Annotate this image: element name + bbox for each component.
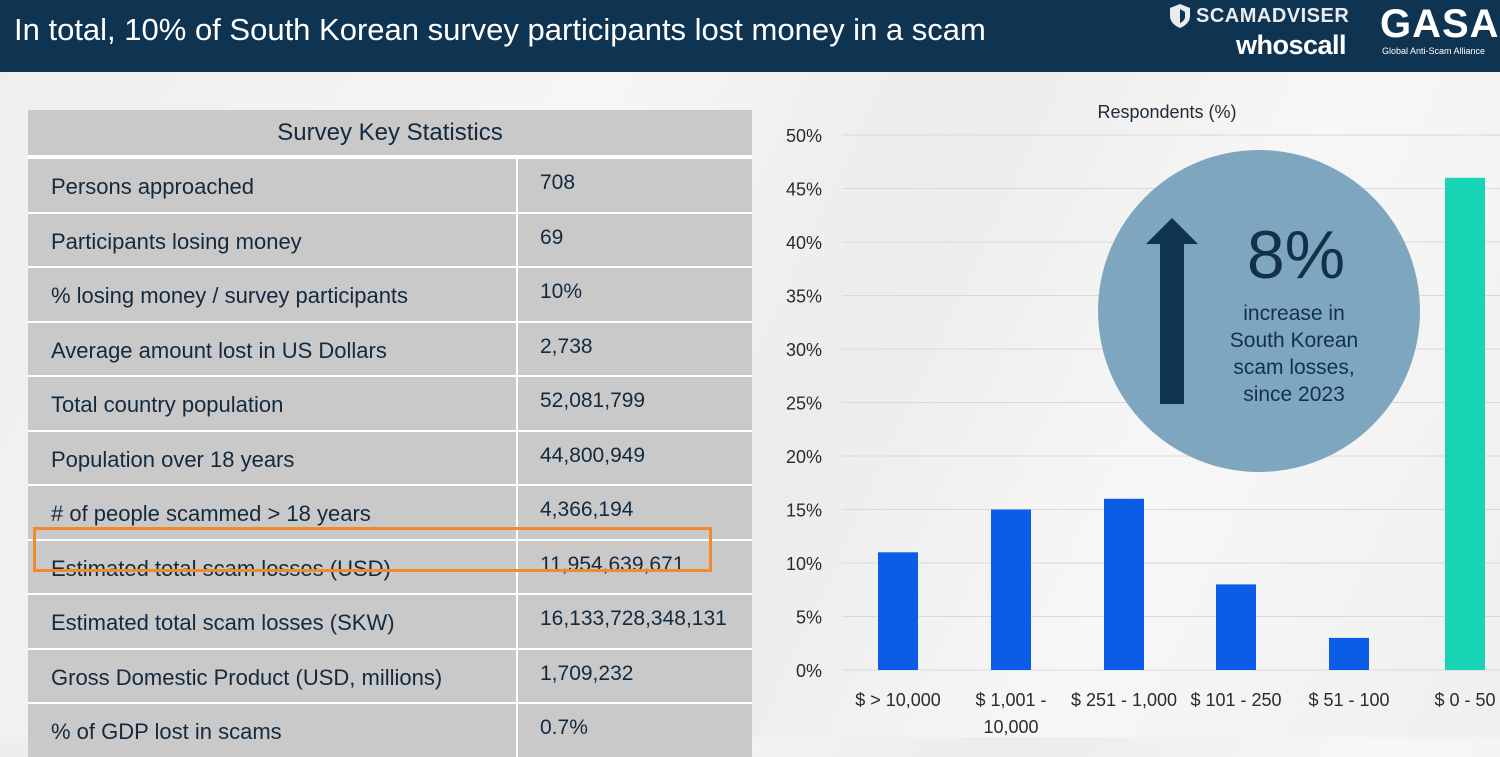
y-tick-label: 10% bbox=[786, 554, 822, 574]
row-value: 11,954,639,671 bbox=[540, 552, 685, 576]
page-title: In total, 10% of South Korean survey par… bbox=[14, 12, 986, 47]
table-row: Participants losing money 69 bbox=[28, 211, 752, 266]
x-tick-label: $ 101 - 250 bbox=[1190, 690, 1281, 710]
up-arrow-icon bbox=[1146, 218, 1198, 404]
x-tick-label: $ 1,001 - bbox=[975, 690, 1046, 710]
row-label: Average amount lost in US Dollars bbox=[28, 322, 518, 375]
row-label: Participants losing money bbox=[28, 213, 518, 266]
scamadviser-whoscall-logo: SCAMADVISER whoscall bbox=[1170, 4, 1350, 66]
row-value: 1,709,232 bbox=[540, 661, 634, 685]
y-tick-label: 35% bbox=[786, 287, 822, 307]
row-value: 0.7% bbox=[540, 716, 588, 740]
bar bbox=[991, 509, 1031, 670]
y-tick-label: 25% bbox=[786, 394, 822, 414]
row-value: 4,366,194 bbox=[540, 498, 634, 522]
respondents-bar-chart: Respondents (%) 0% 5% 10% 15% 20% 25% 30% 35% 40%… bbox=[786, 102, 1500, 737]
x-tick-label: $ 0 - 50 bbox=[1434, 690, 1495, 710]
row-value: 2,738 bbox=[540, 334, 593, 358]
table-title: Survey Key Statistics bbox=[28, 110, 752, 157]
callout-text: increase in South Korean scam losses, si… bbox=[1229, 302, 1359, 406]
gasa-logo-text: GASA bbox=[1380, 4, 1500, 46]
gasa-logo-subtitle: Global Anti-Scam Alliance bbox=[1382, 46, 1486, 56]
callout-value: 8% bbox=[1246, 217, 1346, 293]
row-value: 10% bbox=[540, 280, 583, 304]
row-label: Estimated total scam losses (SKW) bbox=[28, 595, 518, 648]
row-value: 708 bbox=[540, 171, 576, 195]
row-label: Estimated total scam losses (USD) bbox=[28, 540, 518, 593]
x-tick-label: $ 251 - 1,000 bbox=[1071, 690, 1177, 710]
bar bbox=[878, 552, 918, 670]
table-row: Estimated total scam losses (SKW) 16,133,… bbox=[28, 593, 752, 648]
table-body: Persons approached 708 Participants losing… bbox=[28, 157, 752, 757]
scamadviser-logo-text: SCAMADVISER bbox=[1196, 4, 1350, 27]
table-row: Gross Domestic Product (USD, millions) 1,… bbox=[28, 647, 752, 702]
row-label: % of GDP lost in scams bbox=[28, 704, 518, 757]
table-row: Population over 18 years 44,800,949 bbox=[28, 429, 752, 484]
y-tick-label: 50% bbox=[786, 126, 822, 146]
row-label: Gross Domestic Product (USD, millions) bbox=[28, 649, 518, 702]
table-row: Persons approached 708 bbox=[28, 157, 752, 212]
row-label: % losing money / survey participants bbox=[28, 268, 518, 321]
bar bbox=[1445, 177, 1485, 671]
table-row: % losing money / survey participants 10% bbox=[28, 266, 752, 321]
bar bbox=[1104, 498, 1144, 670]
row-value: 44,800,949 bbox=[540, 443, 646, 467]
row-value: 16,133,728,348,131 bbox=[540, 607, 727, 631]
y-tick-label: 15% bbox=[786, 501, 822, 521]
table-row: Estimated total scam losses (USD) 11,954,… bbox=[28, 538, 752, 593]
table-row: # of people scammed > 18 years 4,366,194 bbox=[28, 484, 752, 539]
row-value: 69 bbox=[540, 225, 564, 249]
row-label: Population over 18 years bbox=[28, 431, 518, 484]
key-statistics-table: Survey Key Statistics Persons approached… bbox=[28, 110, 752, 757]
y-tick-label: 30% bbox=[786, 340, 822, 360]
y-tick-label: 45% bbox=[786, 180, 822, 200]
x-tick-label: $ 51 - 100 bbox=[1308, 690, 1389, 710]
y-tick-label: 0% bbox=[796, 661, 822, 681]
gasa-logo: GASA Global Anti-Scam Alliance bbox=[1380, 4, 1500, 66]
chart-title: Respondents (%) bbox=[1097, 102, 1236, 122]
bar bbox=[1329, 637, 1369, 670]
header-bar: In total, 10% of South Korean survey par… bbox=[0, 0, 1500, 72]
row-label: Persons approached bbox=[28, 159, 518, 212]
table-row: Total country population 52,081,799 bbox=[28, 375, 752, 430]
bar bbox=[1216, 584, 1256, 670]
shield-icon bbox=[1170, 4, 1190, 28]
y-tick-label: 20% bbox=[786, 447, 822, 467]
row-value: 52,081,799 bbox=[540, 389, 646, 413]
x-tick-label: 10,000 bbox=[983, 717, 1038, 737]
row-label: Total country population bbox=[28, 377, 518, 430]
table-row: Average amount lost in US Dollars 2,738 bbox=[28, 320, 752, 375]
increase-callout: 8% increase in South Korean scam losses,… bbox=[1098, 150, 1420, 472]
y-tick-label: 5% bbox=[796, 608, 822, 628]
whoscall-logo-text: whoscall bbox=[1236, 30, 1347, 60]
y-tick-label: 40% bbox=[786, 233, 822, 253]
row-label: # of people scammed > 18 years bbox=[28, 486, 518, 539]
x-tick-label: $ > 10,000 bbox=[855, 690, 941, 710]
table-row: % of GDP lost in scams 0.7% bbox=[28, 702, 752, 757]
